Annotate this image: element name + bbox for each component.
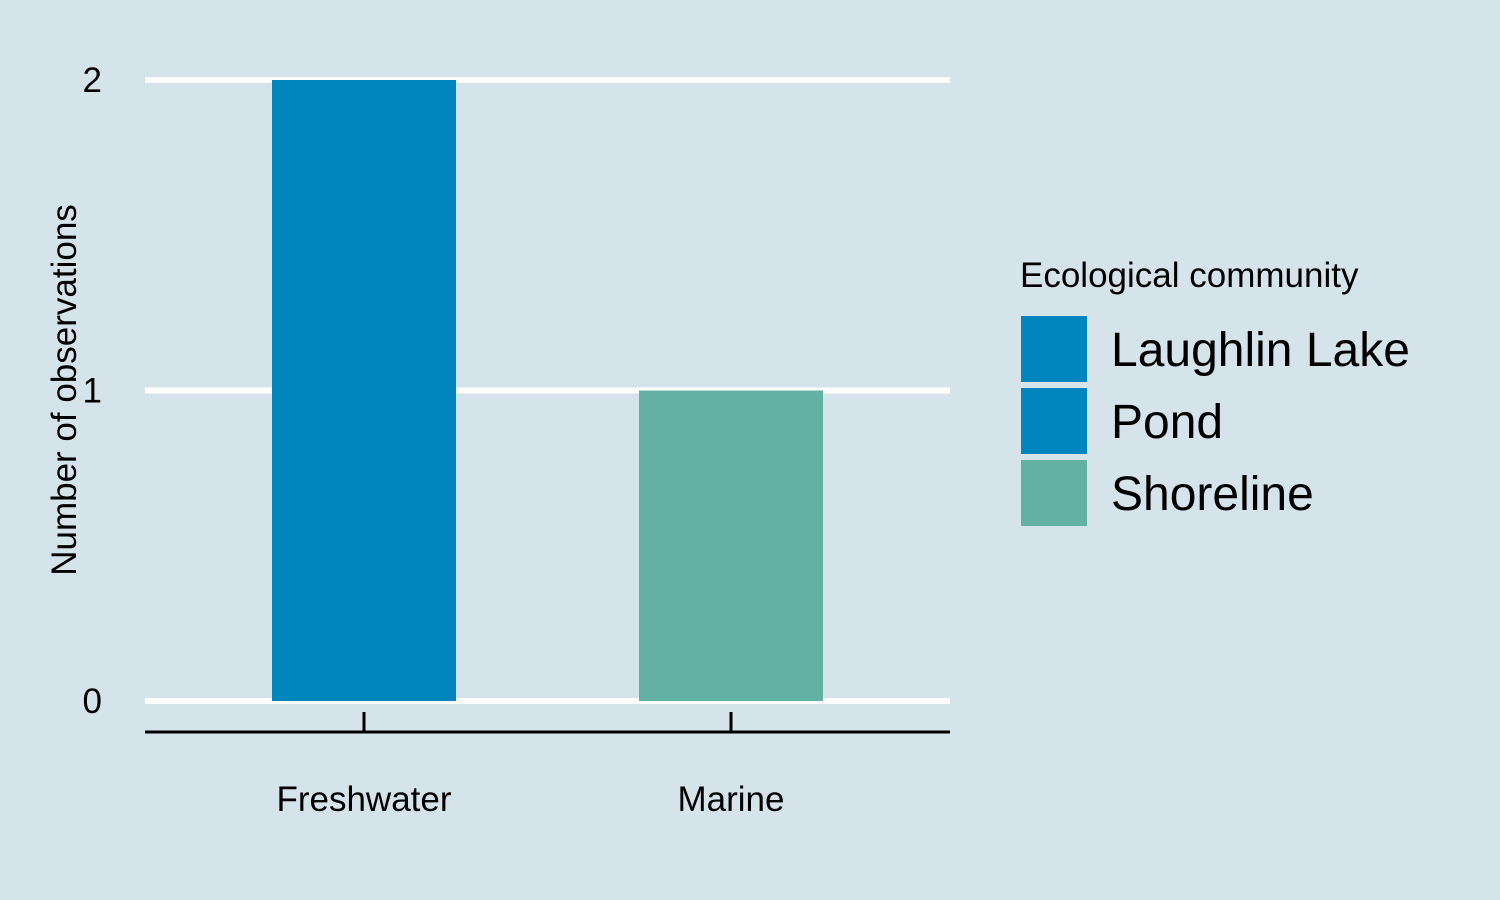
legend-key [1021,316,1087,382]
legend-label: Shoreline [1111,468,1314,521]
legend-title: Ecological community [1020,256,1359,295]
legend-key [1021,388,1087,454]
legend-label: Laughlin Lake [1111,324,1410,377]
axes: 0 1 2 Freshwater Marine [83,61,950,819]
x-tick-label: Freshwater [276,780,451,819]
bars [272,80,823,701]
y-axis-label: Number of observations [45,204,84,576]
legend-label: Pond [1111,396,1223,449]
bar-segment [272,390,456,701]
y-tick-label: 1 [83,372,102,411]
bar-segment [639,390,823,701]
y-tick-label: 2 [83,61,102,100]
y-tick-label: 0 [83,682,102,721]
legend: Ecological community Laughlin Lake Pond Sh… [1020,256,1410,526]
legend-key [1021,460,1087,526]
gridlines [145,77,950,704]
bar-segment [272,80,456,391]
x-tick-label: Marine [678,780,785,819]
